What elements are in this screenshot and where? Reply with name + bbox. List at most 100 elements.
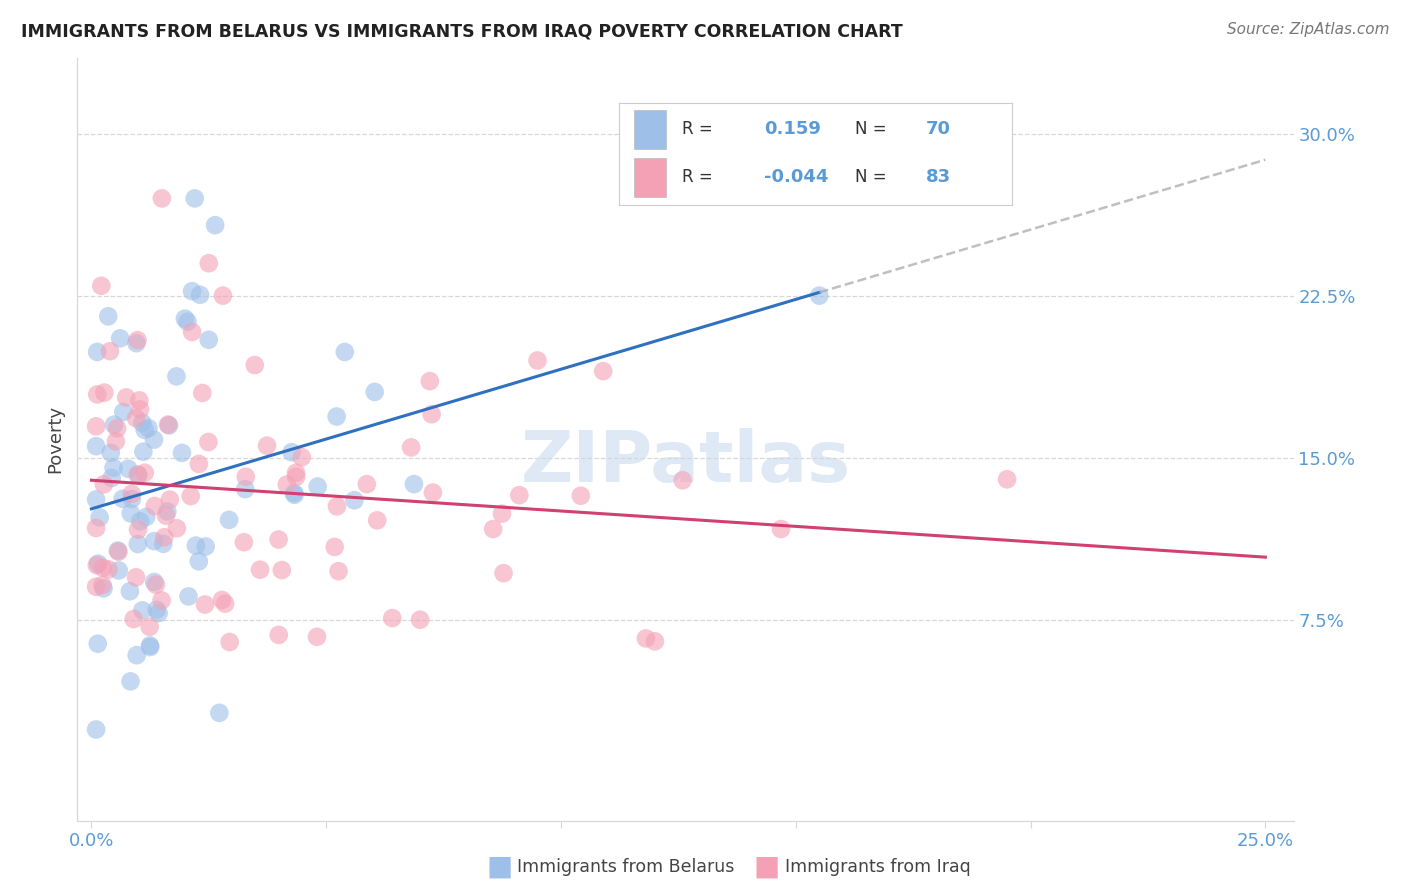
Point bbox=[107, 544, 129, 558]
Point bbox=[127, 537, 149, 551]
Point bbox=[187, 554, 209, 568]
Point bbox=[995, 472, 1018, 486]
Point bbox=[112, 405, 135, 419]
Y-axis label: Poverty: Poverty bbox=[46, 405, 65, 474]
Point bbox=[672, 473, 695, 487]
Point bbox=[145, 577, 167, 591]
Point bbox=[492, 566, 515, 581]
Point bbox=[127, 467, 149, 482]
Point bbox=[132, 444, 155, 458]
Point bbox=[143, 433, 166, 447]
Point bbox=[214, 597, 236, 611]
Point bbox=[115, 391, 138, 405]
Point bbox=[170, 446, 193, 460]
Point bbox=[232, 535, 254, 549]
Point bbox=[291, 450, 314, 465]
Point bbox=[105, 421, 128, 435]
Point bbox=[208, 706, 231, 720]
Point bbox=[118, 584, 141, 599]
Point bbox=[276, 477, 298, 491]
Point bbox=[173, 311, 195, 326]
Point bbox=[131, 416, 153, 430]
Point bbox=[267, 533, 290, 547]
Point bbox=[150, 191, 173, 205]
Point bbox=[166, 369, 188, 384]
Point bbox=[212, 288, 235, 302]
Point bbox=[121, 487, 143, 501]
Point bbox=[181, 284, 204, 298]
Point bbox=[84, 580, 107, 594]
Point bbox=[191, 386, 214, 401]
Point bbox=[127, 333, 149, 347]
Text: ■: ■ bbox=[754, 853, 779, 881]
Point bbox=[285, 470, 308, 484]
Point bbox=[399, 441, 422, 455]
Point bbox=[91, 578, 114, 592]
Point bbox=[285, 466, 308, 480]
Point bbox=[366, 513, 388, 527]
Point bbox=[180, 489, 202, 503]
Point bbox=[197, 435, 219, 450]
Point bbox=[134, 466, 156, 480]
Text: Immigrants from Iraq: Immigrants from Iraq bbox=[785, 858, 970, 876]
Point bbox=[769, 522, 792, 536]
Point bbox=[188, 287, 211, 301]
Point bbox=[125, 411, 148, 425]
Point bbox=[326, 500, 349, 514]
Point bbox=[84, 723, 107, 737]
Point bbox=[134, 423, 156, 437]
Point bbox=[644, 634, 666, 648]
Point bbox=[87, 557, 110, 571]
Point bbox=[143, 534, 166, 549]
Point bbox=[284, 488, 307, 502]
Point bbox=[325, 409, 347, 424]
Point bbox=[187, 457, 209, 471]
Point bbox=[381, 611, 404, 625]
Point bbox=[125, 570, 148, 584]
Point bbox=[183, 191, 205, 205]
Point bbox=[152, 537, 174, 551]
Point bbox=[93, 385, 115, 400]
Point bbox=[157, 417, 180, 432]
Text: N =: N = bbox=[855, 169, 886, 186]
Point bbox=[98, 344, 121, 359]
Point bbox=[402, 477, 425, 491]
Point bbox=[194, 598, 217, 612]
Point bbox=[127, 467, 149, 482]
Point bbox=[270, 563, 292, 577]
Point bbox=[305, 630, 328, 644]
Point bbox=[177, 590, 200, 604]
Point bbox=[280, 445, 302, 459]
Point bbox=[176, 315, 198, 329]
Point bbox=[125, 648, 148, 663]
Point bbox=[143, 574, 166, 589]
Point bbox=[356, 477, 378, 491]
Point bbox=[491, 507, 513, 521]
Point bbox=[146, 603, 169, 617]
Point bbox=[333, 345, 356, 359]
Point bbox=[153, 530, 176, 544]
Point bbox=[107, 543, 129, 558]
Text: -0.044: -0.044 bbox=[765, 169, 828, 186]
Point bbox=[526, 353, 548, 368]
Point bbox=[156, 504, 179, 518]
Point bbox=[100, 446, 122, 460]
Point bbox=[91, 561, 114, 575]
Point bbox=[243, 358, 266, 372]
Point bbox=[103, 417, 125, 432]
Point bbox=[129, 402, 152, 417]
Point bbox=[150, 593, 173, 607]
Point bbox=[307, 479, 329, 493]
Point bbox=[184, 539, 207, 553]
Point bbox=[86, 387, 108, 401]
Point bbox=[93, 582, 115, 596]
Point bbox=[159, 492, 181, 507]
Point bbox=[634, 632, 657, 646]
Point bbox=[328, 564, 350, 578]
Point bbox=[84, 439, 107, 453]
Point bbox=[482, 522, 505, 536]
Text: 70: 70 bbox=[925, 120, 950, 138]
Point bbox=[148, 606, 170, 620]
Point bbox=[84, 521, 107, 535]
Point bbox=[125, 336, 148, 351]
